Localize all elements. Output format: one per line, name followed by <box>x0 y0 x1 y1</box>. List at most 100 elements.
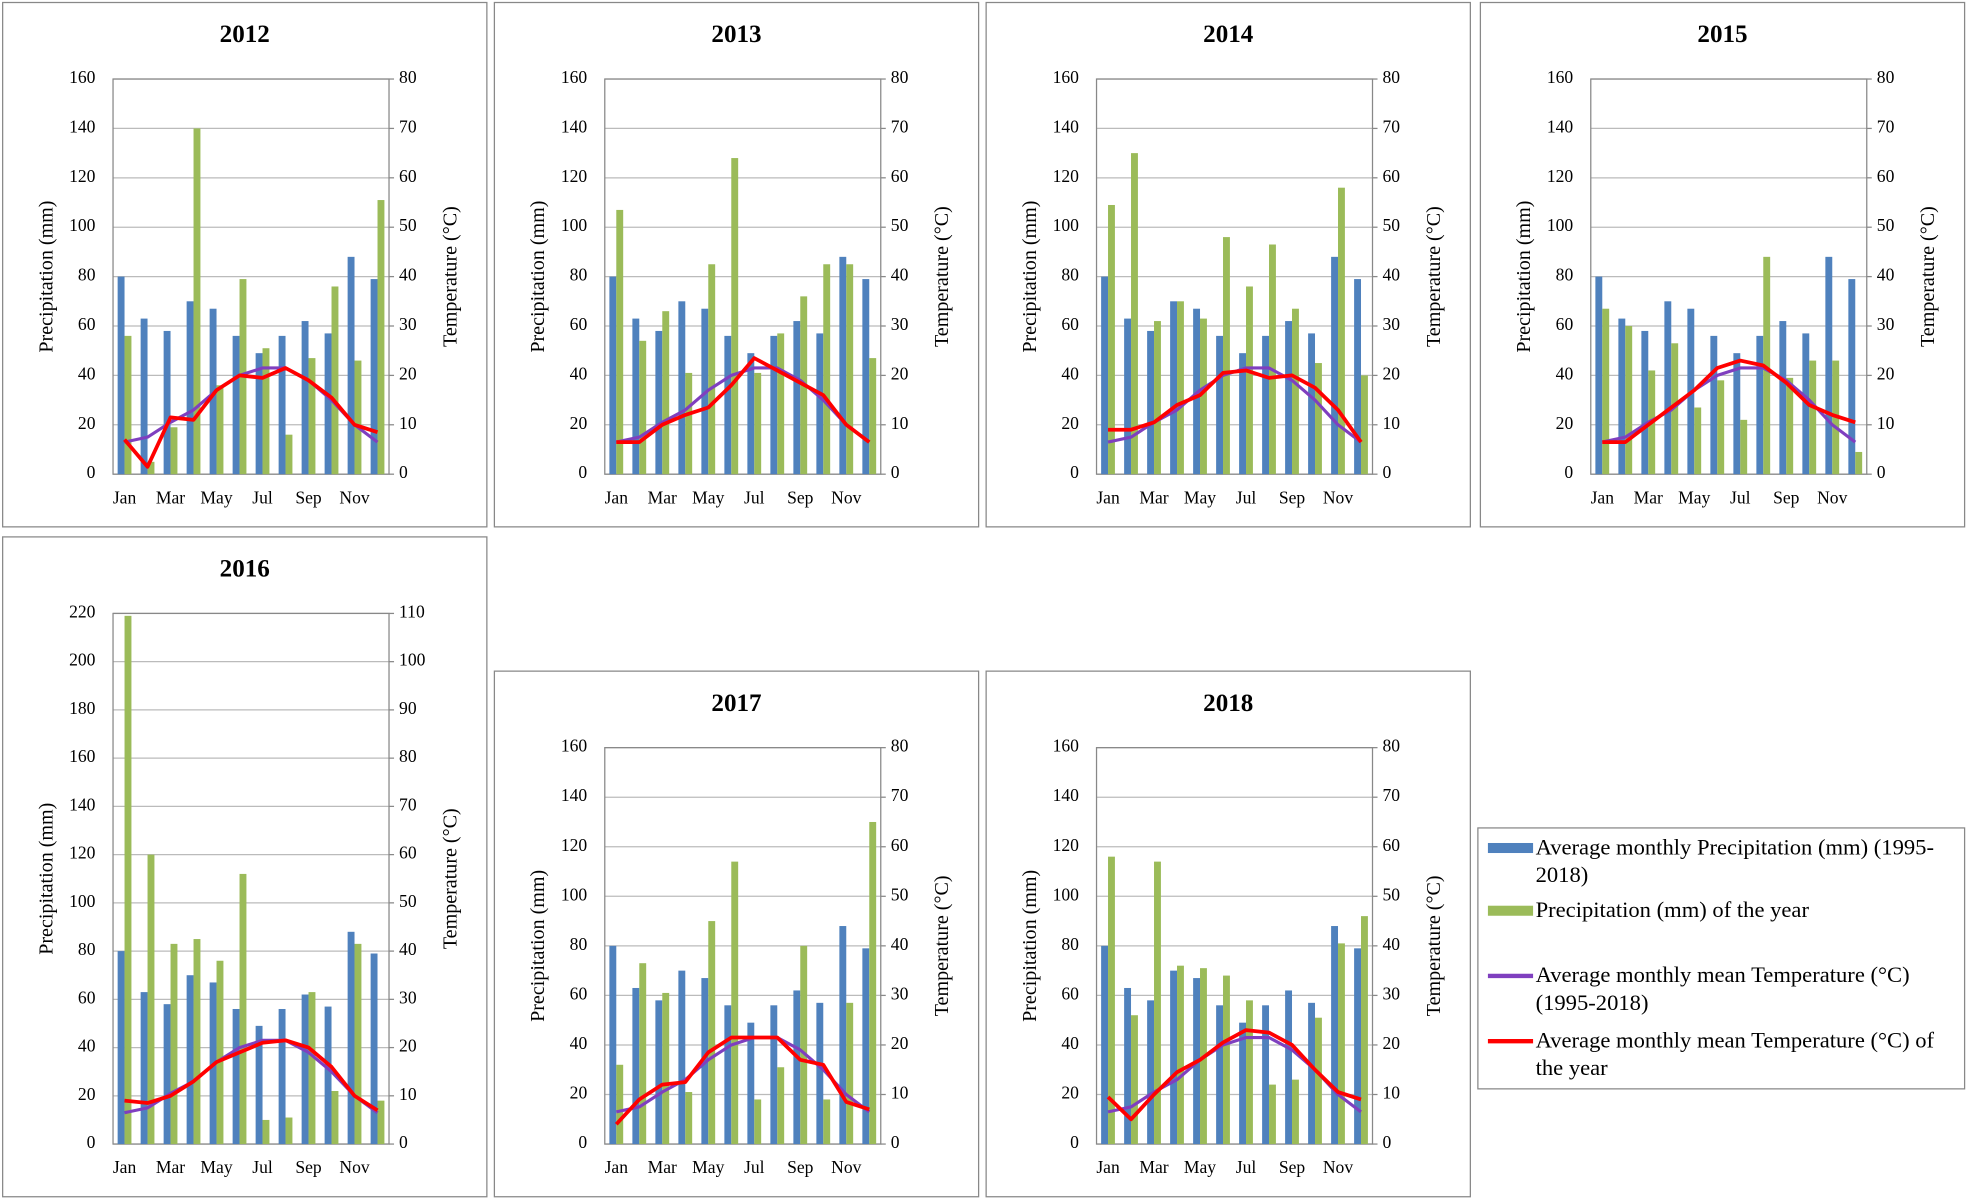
bar <box>1825 256 1833 475</box>
bar <box>655 1000 663 1145</box>
legend-label: Precipitation (mm) of the year <box>1535 896 1809 923</box>
bar <box>163 330 171 475</box>
y2-tick-label: 60 <box>399 166 417 186</box>
bar <box>678 970 686 1145</box>
x-tick-label: Nov <box>339 1157 369 1177</box>
bar <box>616 209 624 475</box>
bar <box>232 335 240 475</box>
bar <box>1170 301 1178 475</box>
bar <box>117 276 125 475</box>
bar <box>839 926 847 1145</box>
bar <box>1101 276 1109 475</box>
y2-tick-label: 0 <box>1383 1132 1392 1152</box>
chart-panel: 2014 0 20 40 60 80 100 120 140 160 0 10 20 30 40 50 60 70… <box>985 1 1471 528</box>
x-tick-label: Nov <box>831 1157 861 1177</box>
y2-tick-label: 50 <box>891 215 909 235</box>
y-tick-label: 60 <box>570 314 588 334</box>
y2-tick-label: 40 <box>1383 265 1401 285</box>
bar <box>1664 301 1672 475</box>
y2-tick-label: 50 <box>1383 215 1401 235</box>
x-tick-label: Jan <box>605 487 629 507</box>
bar <box>1786 377 1794 475</box>
y-tick-label: 120 <box>69 166 96 186</box>
y2-axis-label: Temperature (°C) <box>1423 206 1445 347</box>
x-tick-label: Jul <box>1730 487 1751 507</box>
bar <box>1354 948 1362 1145</box>
bar <box>216 385 224 475</box>
bar <box>1717 380 1725 475</box>
y2-tick-label: 0 <box>891 462 900 482</box>
y-tick-label: 20 <box>1061 413 1079 433</box>
bar <box>186 975 194 1145</box>
y2-tick-label: 30 <box>891 314 909 334</box>
y2-tick-label: 0 <box>399 1132 408 1152</box>
y2-tick-label: 30 <box>399 314 417 334</box>
y-tick-label: 80 <box>570 265 588 285</box>
y-tick-label: 60 <box>1061 314 1079 334</box>
y-tick-label: 100 <box>1053 215 1080 235</box>
line <box>614 1035 870 1126</box>
bar <box>1108 856 1115 1145</box>
bar <box>770 1005 778 1145</box>
bar <box>1331 926 1339 1145</box>
bar <box>609 945 617 1145</box>
y-tick-label: 100 <box>69 891 96 911</box>
bar <box>724 1005 732 1145</box>
y-axis-label: Precipitation (mm) <box>1513 201 1535 353</box>
bar <box>193 939 201 1145</box>
bar <box>324 333 332 475</box>
x-tick-label: Sep <box>787 487 814 507</box>
x-tick-label: Mar <box>1634 487 1663 507</box>
bar <box>1308 333 1316 475</box>
chart-panel: 2017 0 20 40 60 80 100 120 140 160 0 10 20 30 40 50 60 70… <box>493 670 980 1198</box>
bar <box>147 461 155 475</box>
plot-area <box>1095 78 1374 475</box>
bar <box>1154 321 1161 475</box>
y-tick-label: 140 <box>69 116 96 136</box>
y-tick-label: 120 <box>69 843 96 863</box>
plot-area <box>1590 78 1868 475</box>
y2-tick-label: 20 <box>399 1036 417 1056</box>
bar <box>232 1008 240 1145</box>
legend-entry: Average monthly mean Temperature (°C) of… <box>1536 1027 1934 1080</box>
y-tick-label: 40 <box>1556 363 1574 383</box>
bar <box>278 1008 286 1145</box>
bar <box>370 279 378 475</box>
bar <box>1239 353 1247 475</box>
y2-tick-label: 30 <box>891 983 909 1003</box>
y2-tick-label: 60 <box>1877 166 1895 186</box>
bar <box>140 992 148 1145</box>
x-tick-label: May <box>200 1157 232 1177</box>
y-tick-label: 80 <box>1061 265 1079 285</box>
bar <box>1131 153 1138 475</box>
bar <box>1246 286 1253 475</box>
y2-tick-label: 50 <box>891 884 909 904</box>
x-tick-label: Jan <box>1096 1157 1120 1177</box>
x-tick-label: Jan <box>113 487 137 507</box>
y-tick-label: 0 <box>87 1132 96 1152</box>
x-tick-label: Mar <box>648 1157 677 1177</box>
bar <box>354 943 362 1145</box>
bar <box>609 276 617 475</box>
bar <box>816 1002 824 1145</box>
x-tick-label: Jul <box>1236 487 1257 507</box>
bar <box>1216 335 1224 475</box>
bar <box>301 994 309 1145</box>
bar <box>147 854 155 1145</box>
bar <box>1269 244 1276 475</box>
bar <box>285 434 293 475</box>
plot-area <box>604 78 882 475</box>
bar <box>800 945 808 1145</box>
y-tick-label: 120 <box>561 166 588 186</box>
bar <box>1315 363 1322 475</box>
bar <box>1285 321 1293 475</box>
y2-tick-label: 80 <box>1383 67 1401 87</box>
legend-entry: Precipitation (mm) of the year <box>1535 896 1809 923</box>
y2-tick-label: 20 <box>891 363 909 383</box>
y-tick-label: 60 <box>78 314 96 334</box>
bar <box>1101 945 1109 1145</box>
bar <box>239 873 247 1145</box>
y-axis-label: Precipitation (mm) <box>527 870 549 1022</box>
y-tick-label: 100 <box>1053 884 1080 904</box>
